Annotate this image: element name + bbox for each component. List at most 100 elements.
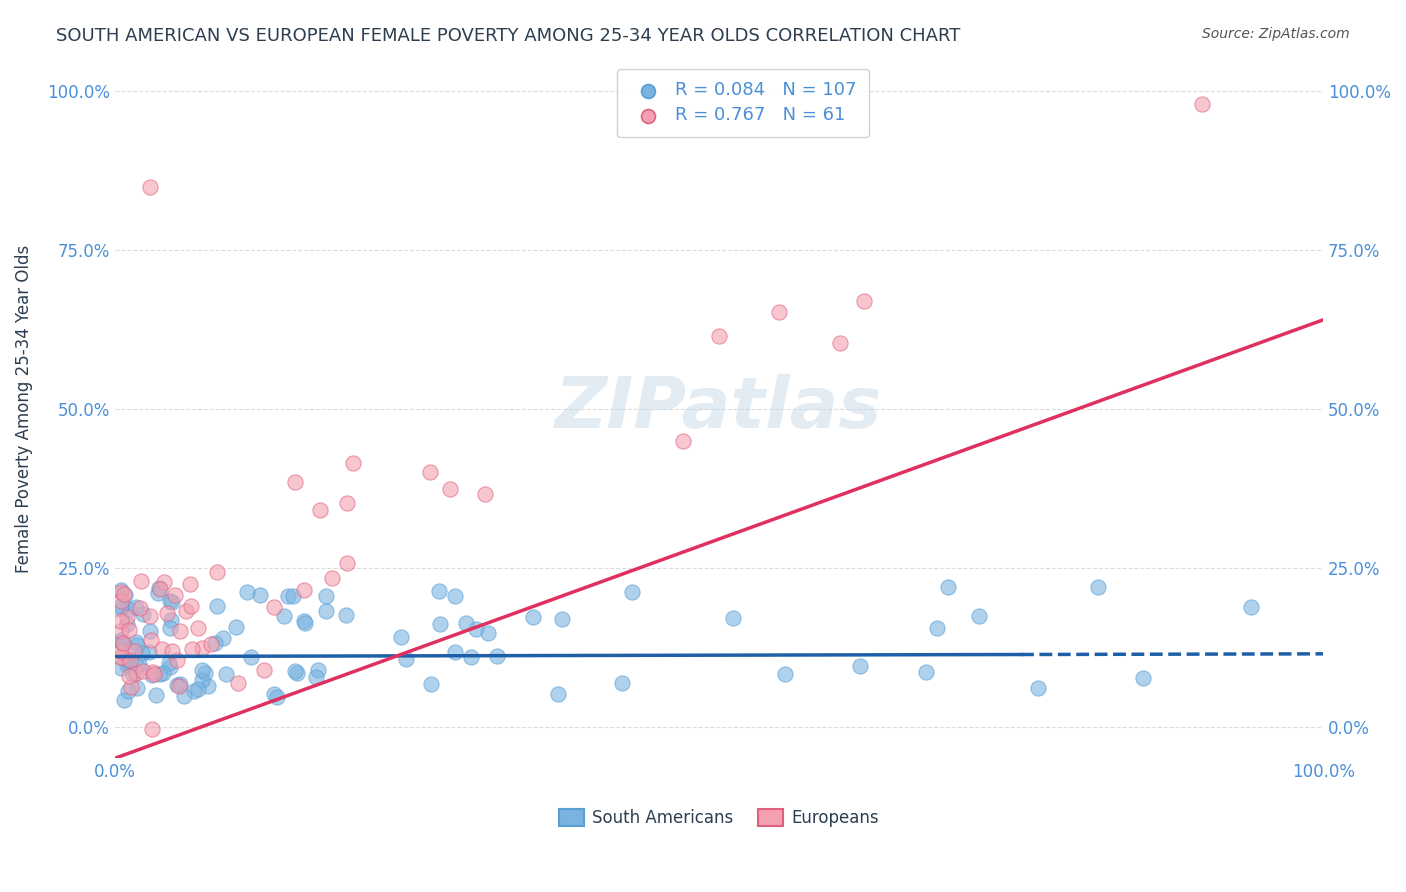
South Americans: [294, 614, 316, 628]
South Americans: [115, 657, 138, 672]
South Americans: [263, 687, 285, 701]
South Americans: [239, 650, 262, 665]
South Americans: [111, 636, 134, 650]
Europeans: [150, 642, 173, 657]
Europeans: [125, 666, 148, 681]
South Americans: [522, 609, 544, 624]
Europeans: [110, 624, 132, 639]
Europeans: [112, 587, 135, 601]
South Americans: [160, 613, 183, 627]
South Americans: [464, 622, 486, 636]
South Americans: [361, 770, 384, 784]
South Americans: [159, 594, 181, 608]
South Americans: [443, 590, 465, 604]
South Americans: [849, 658, 872, 673]
Europeans: [263, 599, 285, 614]
Europeans: [707, 329, 730, 343]
Europeans: [142, 665, 165, 680]
South Americans: [420, 677, 443, 691]
Europeans: [180, 599, 202, 614]
South Americans: [315, 589, 337, 603]
South Americans: [1123, 770, 1146, 784]
Europeans: [292, 582, 315, 597]
South Americans: [110, 632, 132, 647]
South Americans: [110, 601, 132, 615]
South Americans: [281, 589, 304, 603]
South Americans: [927, 620, 949, 634]
South Americans: [114, 764, 136, 778]
South Americans: [914, 665, 936, 679]
Europeans: [141, 722, 163, 736]
South Americans: [485, 649, 508, 664]
South Americans: [307, 663, 329, 677]
South Americans: [127, 638, 149, 652]
South Americans: [169, 676, 191, 690]
Europeans: [156, 607, 179, 621]
Europeans: [474, 487, 496, 501]
South Americans: [110, 634, 132, 648]
South Americans: [936, 580, 959, 594]
Europeans: [129, 601, 152, 615]
South Americans: [141, 668, 163, 682]
Europeans: [131, 664, 153, 678]
South Americans: [429, 584, 451, 599]
South Americans: [335, 608, 357, 623]
Europeans: [141, 632, 163, 647]
South Americans: [114, 588, 136, 602]
South Americans: [197, 679, 219, 693]
South Americans: [773, 666, 796, 681]
South Americans: [191, 673, 214, 687]
Europeans: [152, 575, 174, 590]
South Americans: [305, 670, 328, 684]
South Americans: [148, 581, 170, 595]
South Americans: [547, 687, 569, 701]
Europeans: [169, 624, 191, 638]
Text: SOUTH AMERICAN VS EUROPEAN FEMALE POVERTY AMONG 25-34 YEAR OLDS CORRELATION CHAR: SOUTH AMERICAN VS EUROPEAN FEMALE POVERT…: [56, 27, 960, 45]
Europeans: [672, 434, 695, 449]
South Americans: [110, 661, 132, 675]
Europeans: [336, 556, 359, 570]
Text: Source: ZipAtlas.com: Source: ZipAtlas.com: [1202, 27, 1350, 41]
South Americans: [159, 621, 181, 635]
Europeans: [179, 577, 201, 591]
Europeans: [110, 650, 132, 665]
Europeans: [768, 305, 790, 319]
South Americans: [179, 770, 201, 784]
Europeans: [439, 482, 461, 496]
Europeans: [187, 621, 209, 635]
Europeans: [110, 644, 132, 658]
South Americans: [115, 617, 138, 632]
South Americans: [112, 693, 135, 707]
South Americans: [285, 665, 308, 680]
Europeans: [166, 653, 188, 667]
South Americans: [138, 645, 160, 659]
South Americans: [187, 682, 209, 697]
Europeans: [308, 503, 330, 517]
South Americans: [117, 683, 139, 698]
South Americans: [110, 766, 132, 780]
South Americans: [205, 599, 228, 614]
Europeans: [110, 650, 132, 665]
Europeans: [1191, 97, 1213, 112]
South Americans: [148, 586, 170, 600]
South Americans: [115, 770, 138, 784]
Europeans: [129, 574, 152, 589]
South Americans: [124, 600, 146, 615]
Europeans: [207, 565, 229, 579]
South Americans: [225, 620, 247, 634]
South Americans: [110, 770, 132, 784]
Europeans: [122, 644, 145, 658]
South Americans: [266, 690, 288, 705]
Europeans: [110, 584, 132, 599]
Europeans: [226, 676, 249, 690]
Text: ZIPatlas: ZIPatlas: [555, 375, 883, 443]
Y-axis label: Female Poverty Among 25-34 Year Olds: Female Poverty Among 25-34 Year Olds: [15, 244, 32, 573]
Legend: South Americans, Europeans: South Americans, Europeans: [553, 802, 886, 834]
Europeans: [284, 475, 307, 489]
Europeans: [118, 653, 141, 667]
South Americans: [723, 611, 745, 625]
South Americans: [152, 665, 174, 680]
South Americans: [454, 615, 477, 630]
South Americans: [131, 646, 153, 660]
South Americans: [444, 645, 467, 659]
